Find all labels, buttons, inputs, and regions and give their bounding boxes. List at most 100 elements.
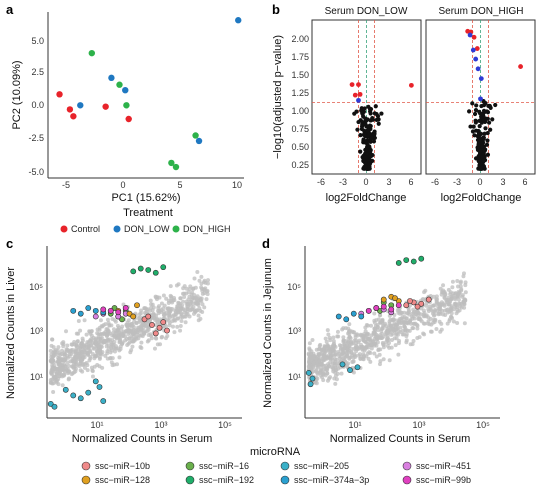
highlighted-mirna-point <box>62 386 69 393</box>
highlighted-mirna-point <box>425 296 432 303</box>
highlighted-mirna-point <box>100 306 107 313</box>
background-mirna-point <box>59 348 64 353</box>
background-mirna-point <box>149 302 154 307</box>
background-mirna-point <box>461 274 466 279</box>
background-mirna-point <box>398 325 403 330</box>
background-mirna-point <box>197 306 202 311</box>
panel-c-xtick: 10¹ <box>90 420 103 430</box>
background-mirna-point <box>327 350 332 355</box>
background-mirna-point <box>372 311 377 316</box>
background-mirna-point <box>191 286 196 291</box>
background-mirna-point <box>407 319 412 324</box>
panel-b-xtick: -3 <box>339 177 347 187</box>
panel-b-ytick: 1.75 <box>291 52 309 62</box>
background-mirna-point <box>130 328 135 333</box>
background-mirna-point <box>112 335 117 340</box>
panel-b-ylabel: −log10(adjusted p−value) <box>272 35 284 159</box>
background-mirna-point <box>107 337 112 342</box>
panel-d-mirna-points <box>305 255 432 388</box>
background-mirna-point <box>324 367 329 372</box>
volcano-point-nonsignificant <box>485 110 491 115</box>
background-mirna-point <box>65 343 70 348</box>
volcano-point-nonsignificant <box>472 111 478 117</box>
background-mirna-point <box>412 316 417 321</box>
background-mirna-point <box>314 347 319 352</box>
background-mirna-point <box>116 328 121 333</box>
background-mirna-point <box>142 306 147 311</box>
highlighted-mirna-point <box>85 389 92 396</box>
background-mirna-point <box>332 353 337 358</box>
background-mirna-point <box>361 357 366 362</box>
panel-b-nonsignificant-points <box>352 99 498 171</box>
volcano-point-nonsignificant <box>485 138 490 143</box>
background-mirna-point <box>341 338 346 343</box>
background-mirna-point <box>60 366 65 371</box>
background-mirna-point <box>460 293 465 298</box>
highlighted-mirna-point <box>373 305 380 311</box>
background-mirna-point <box>101 331 106 336</box>
volcano-point-nonsignificant <box>363 139 368 144</box>
pca-point-don-low <box>195 137 203 145</box>
background-mirna-point <box>463 290 468 295</box>
background-mirna-point <box>425 321 430 326</box>
volcano-point-nonsignificant <box>362 128 367 133</box>
mirna-legend-swatch <box>185 475 195 485</box>
background-mirna-point <box>311 369 316 374</box>
background-mirna-point <box>427 304 432 309</box>
background-mirna-point <box>165 333 170 338</box>
background-mirna-point <box>64 329 69 334</box>
background-mirna-point <box>404 316 409 321</box>
highlighted-mirna-point <box>335 313 342 320</box>
background-mirna-point <box>153 335 158 340</box>
background-mirna-point <box>180 315 185 320</box>
background-mirna-point <box>193 309 198 314</box>
volcano-point-nonsignificant <box>481 158 486 163</box>
background-mirna-point <box>368 359 373 364</box>
background-mirna-point <box>80 350 85 355</box>
background-mirna-point <box>52 349 57 354</box>
background-mirna-point <box>404 340 409 345</box>
background-mirna-point <box>325 328 330 333</box>
background-mirna-point <box>89 328 94 333</box>
volcano-point-nonsignificant <box>366 104 371 109</box>
panel-b-xtick: 0 <box>477 177 482 187</box>
volcano-point-nonsignificant <box>473 107 479 113</box>
background-mirna-point <box>195 269 200 274</box>
highlighted-mirna-point <box>388 306 395 313</box>
background-mirna-point <box>386 341 391 346</box>
background-mirna-point <box>352 338 357 343</box>
panel-b: b Serum DON_LOW Serum DON_HIGH 2.00 1.75… <box>272 2 536 204</box>
background-mirna-point <box>449 305 454 310</box>
background-mirna-point <box>307 341 312 346</box>
volcano-point-nonsignificant <box>473 118 478 123</box>
background-mirna-point <box>197 278 202 283</box>
background-mirna-point <box>389 338 394 343</box>
background-mirna-point <box>104 334 109 339</box>
pca-point-don-high <box>116 81 123 88</box>
panel-b-facet-title-high: Serum DON_HIGH <box>438 6 523 17</box>
background-mirna-point <box>90 351 95 356</box>
panel-b-significant-points <box>349 28 523 103</box>
background-mirna-point <box>118 344 123 349</box>
background-mirna-point <box>70 342 75 347</box>
background-mirna-point <box>443 313 448 318</box>
background-mirna-point <box>462 321 467 326</box>
background-mirna-point <box>109 348 114 353</box>
highlighted-mirna-point <box>418 255 425 262</box>
background-mirna-point <box>126 318 131 323</box>
volcano-point-nonsignificant <box>477 124 482 129</box>
background-mirna-point <box>138 327 143 332</box>
background-mirna-point <box>439 321 444 326</box>
background-mirna-point <box>346 361 351 366</box>
panel-a-label: a <box>6 2 14 17</box>
background-mirna-point <box>202 305 207 310</box>
background-mirna-point <box>307 360 312 365</box>
volcano-point-nonsignificant <box>372 129 377 134</box>
background-mirna-point <box>334 367 339 372</box>
panel-b-facet-title-low: Serum DON_LOW <box>325 6 408 17</box>
volcano-point-nonsignificant <box>481 136 486 141</box>
highlighted-mirna-point <box>156 324 163 331</box>
highlighted-mirna-point <box>130 268 137 275</box>
volcano-point-nonsignificant <box>482 148 487 153</box>
background-mirna-point <box>168 284 173 289</box>
